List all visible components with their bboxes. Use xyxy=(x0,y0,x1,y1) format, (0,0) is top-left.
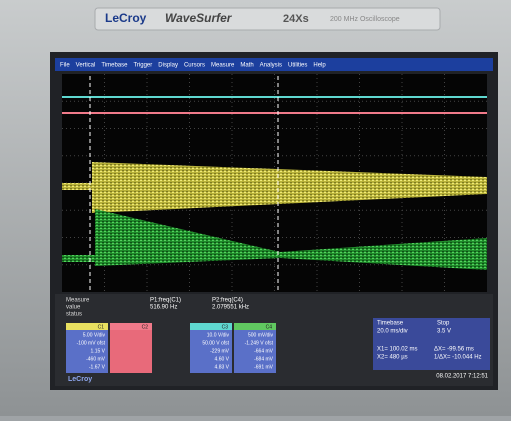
menu-item[interactable]: Vertical xyxy=(76,63,96,69)
measure-label: status xyxy=(66,312,82,318)
cursor-readout: X1= 100.02 ms xyxy=(377,347,418,353)
oscilloscope: LeCroy WaveSurfer 24Xs 200 MHz Oscillosc… xyxy=(0,0,511,416)
menu-item[interactable]: File xyxy=(60,63,70,69)
cursor-readout: 1/ΔX= -10.044 Hz xyxy=(434,355,482,361)
brand: LeCroy xyxy=(105,11,147,25)
channel-name: C2 xyxy=(142,324,149,330)
channel-setting: 10.0 V/div xyxy=(207,332,230,338)
menu-item[interactable]: Measure xyxy=(211,63,235,69)
channel-setting: -1.249 V ofst xyxy=(245,340,274,346)
channel-setting: -229 mV xyxy=(210,348,230,354)
channel-setting: -100 mV ofst xyxy=(77,340,106,346)
menu-item[interactable]: Math xyxy=(240,63,253,69)
param-name: P1:freq(C1) xyxy=(150,298,181,304)
description: 200 MHz Oscilloscope xyxy=(330,16,400,23)
param-value: 516.90 Hz xyxy=(150,305,177,311)
timebase-text: Timebase xyxy=(377,321,404,327)
timebase-text: Stop xyxy=(437,321,450,327)
cursor-readout: ΔX= -99.56 ms xyxy=(434,347,474,353)
menu-item[interactable]: Cursors xyxy=(184,63,205,69)
channel-setting: -1.67 V xyxy=(89,364,106,370)
param-name: P2:freq(C4) xyxy=(212,298,243,304)
channel-name: C3 xyxy=(222,324,229,330)
channel-setting: -684 mV xyxy=(254,356,274,362)
variant: 24Xs xyxy=(283,13,309,25)
param-value: 2.079551 kHz xyxy=(212,305,249,311)
channel-setting: 1.15 V xyxy=(91,348,106,354)
menu-item[interactable]: Display xyxy=(158,63,178,69)
menu-item[interactable]: Utilities xyxy=(288,63,307,69)
channel-name: C1 xyxy=(98,324,105,330)
menu-item[interactable]: Trigger xyxy=(133,63,152,69)
channel-setting: 500 mV/div xyxy=(248,332,274,338)
timebase-text: 3.5 V xyxy=(437,329,451,335)
measure-label: Measure xyxy=(66,298,90,304)
menu-item[interactable]: Timebase xyxy=(101,63,128,69)
channel-box xyxy=(110,330,152,373)
footer-brand: LeCroy xyxy=(68,376,92,383)
channel-setting: -664 mV xyxy=(254,348,274,354)
channel-setting: 5.00 V/div xyxy=(83,332,106,338)
model: WaveSurfer xyxy=(165,11,233,25)
channel-setting: 4.83 V xyxy=(215,364,230,370)
datetime: 08.02.2017 7:12:51 xyxy=(436,374,488,380)
menu-item[interactable]: Help xyxy=(313,63,326,69)
measure-label: value xyxy=(66,305,81,311)
menu-item[interactable]: Analysis xyxy=(260,63,282,69)
channel-setting: 50.00 V ofst xyxy=(202,340,229,346)
channel-setting: 4.60 V xyxy=(215,356,230,362)
channel-name: C4 xyxy=(266,324,273,330)
channel-setting: -460 mV xyxy=(86,356,106,362)
cursor-readout: X2= 480 µs xyxy=(377,355,408,361)
timebase-text: 20.0 ms/div xyxy=(377,329,408,335)
channel-setting: -691 mV xyxy=(254,364,274,370)
